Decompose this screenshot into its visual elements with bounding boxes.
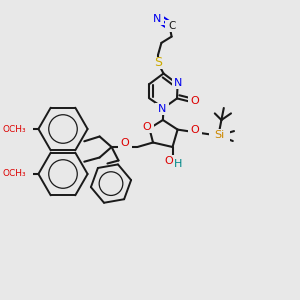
FancyBboxPatch shape bbox=[209, 129, 230, 141]
Text: O: O bbox=[121, 138, 130, 148]
FancyBboxPatch shape bbox=[0, 168, 33, 180]
Text: N: N bbox=[153, 14, 162, 24]
Text: O: O bbox=[164, 156, 173, 166]
Text: Si: Si bbox=[214, 130, 224, 140]
FancyBboxPatch shape bbox=[172, 77, 185, 89]
Text: OCH₃: OCH₃ bbox=[3, 124, 26, 134]
FancyBboxPatch shape bbox=[162, 155, 176, 167]
FancyBboxPatch shape bbox=[155, 103, 169, 115]
Text: N: N bbox=[174, 78, 183, 88]
Text: S: S bbox=[154, 56, 162, 70]
FancyBboxPatch shape bbox=[171, 158, 184, 170]
Text: O: O bbox=[190, 96, 199, 106]
Text: OCH₃: OCH₃ bbox=[3, 169, 26, 178]
FancyBboxPatch shape bbox=[165, 20, 178, 32]
Text: H: H bbox=[174, 159, 182, 170]
Text: C: C bbox=[168, 21, 175, 32]
FancyBboxPatch shape bbox=[0, 123, 33, 135]
Text: O: O bbox=[142, 122, 152, 132]
FancyBboxPatch shape bbox=[152, 57, 165, 69]
FancyBboxPatch shape bbox=[188, 124, 202, 136]
Text: O: O bbox=[190, 125, 200, 136]
Text: N: N bbox=[158, 103, 166, 114]
FancyBboxPatch shape bbox=[151, 13, 164, 25]
FancyBboxPatch shape bbox=[188, 95, 201, 107]
FancyBboxPatch shape bbox=[140, 121, 154, 133]
FancyBboxPatch shape bbox=[118, 137, 132, 149]
